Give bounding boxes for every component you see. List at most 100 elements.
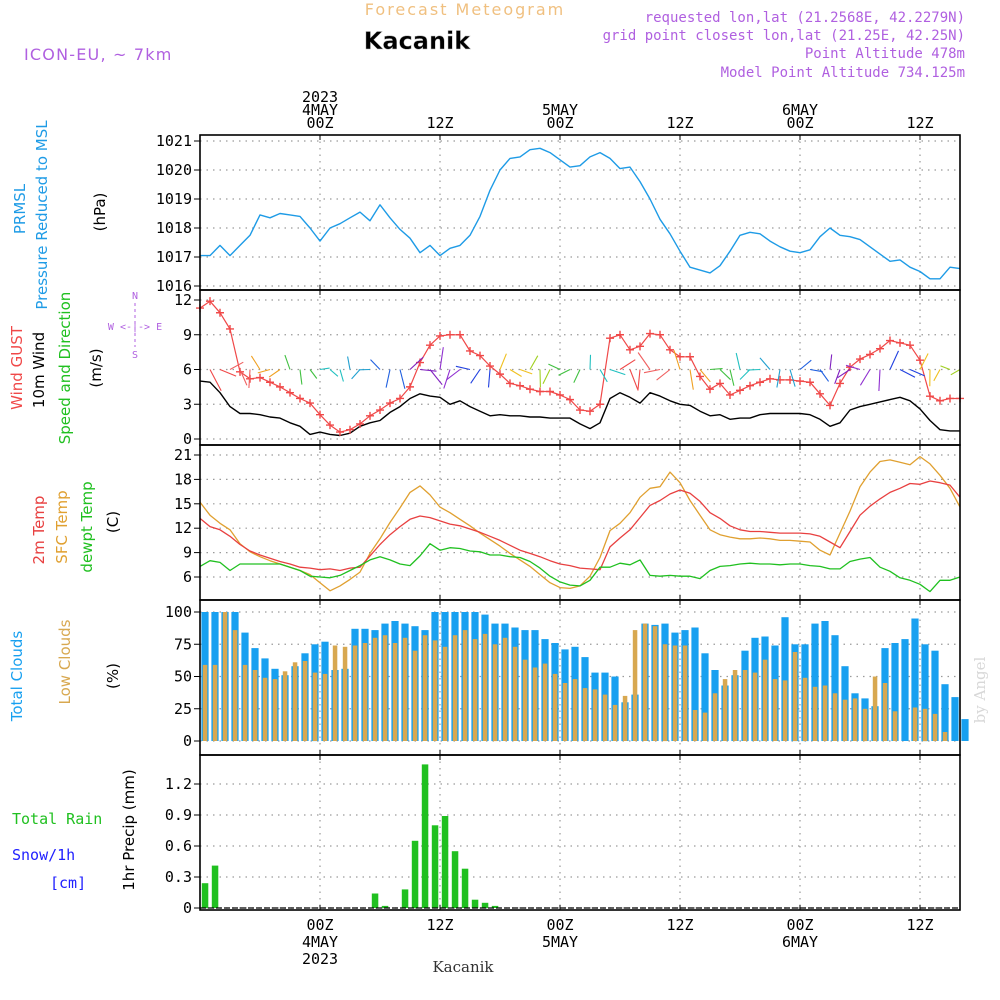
wind-direction-arrow [284, 354, 291, 370]
low-cloud-bar [302, 661, 308, 741]
wind-direction-arrow [439, 347, 444, 370]
rain-bar [371, 893, 379, 908]
low-cloud-bar [372, 637, 378, 741]
gust-marker [716, 379, 724, 388]
low-cloud-bar [812, 686, 818, 741]
temp-label-unit: (C) [104, 511, 122, 533]
gust-marker [746, 381, 754, 390]
gust-marker [926, 392, 934, 401]
gust-marker [836, 379, 844, 388]
pressure-ytick-label: 1019 [156, 190, 192, 208]
wind-direction-arrow [699, 369, 711, 383]
wind-direction-arrow [347, 356, 351, 370]
wind-direction-arrow [776, 369, 781, 388]
model-altitude: Model Point Altitude 734.125m [721, 65, 965, 81]
low-cloud-bar [432, 640, 438, 741]
low-cloud-bar [222, 612, 228, 741]
low-cloud-bar [822, 685, 828, 741]
low-cloud-bar [762, 659, 768, 741]
rain-bar [411, 840, 419, 908]
grid-lines [200, 135, 960, 910]
bottom-time-label: 00Z [786, 916, 813, 934]
pressure-label-unit: (hPa) [91, 193, 109, 232]
compass-s: S [132, 350, 138, 361]
precip-label-unit: 1hr Precip (mm) [120, 769, 138, 890]
low-cloud-bar [362, 643, 368, 741]
low-cloud-bar [492, 644, 498, 742]
gust-marker [386, 399, 394, 408]
pressure-panel-frame [199, 134, 961, 291]
bottom-time-label: 12Z [426, 916, 453, 934]
wind-direction-arrow [455, 365, 471, 371]
wind-direction-arrow [319, 367, 330, 371]
low-cloud-bar [692, 710, 698, 741]
temp-label-2m: 2m Temp [30, 496, 48, 565]
low-cloud-bar [292, 662, 298, 741]
wind-label-unit: (m/s) [87, 348, 105, 387]
gust-marker [896, 338, 904, 347]
wind-direction-arrow [919, 353, 929, 370]
low-cloud-bar [872, 676, 878, 741]
gust-marker [806, 378, 814, 387]
low-cloud-bar [912, 707, 918, 741]
credit-watermark: by Angel [971, 656, 989, 723]
wind-ytick-label: 3 [183, 395, 192, 413]
rain-bar [481, 902, 489, 908]
wind-direction-arrow [419, 368, 437, 372]
low-cloud-bar [742, 670, 748, 741]
clouds-ytick-label: 50 [174, 668, 192, 686]
gust-marker [916, 356, 924, 365]
gust-marker [946, 394, 954, 403]
low-cloud-bar [472, 639, 478, 741]
sfc-temp-line [199, 455, 961, 592]
rain-bar [431, 825, 439, 908]
precip-labels: Total Rain Snow/1h [cm] 1hr Precip (mm) [12, 769, 138, 892]
low-cloud-bar [602, 694, 608, 741]
wind-direction-arrow [940, 365, 951, 371]
bottom-time-label: 00Z [306, 916, 333, 934]
gust-marker [376, 406, 384, 415]
wind-direction-arrow [889, 350, 900, 370]
wind-direction-arrow [735, 352, 741, 370]
gust-marker [456, 330, 464, 339]
low-cloud-bar [672, 645, 678, 741]
low-cloud-bar [242, 664, 248, 741]
clouds-ytick-label: 25 [174, 700, 192, 718]
wind-direction-arrow [845, 364, 861, 371]
low-cloud-bar [632, 630, 638, 741]
wind-label-10m: 10m Wind [30, 332, 48, 408]
low-cloud-bar [852, 698, 858, 741]
top-time-label: 00Z [306, 114, 333, 132]
total-cloud-bar [911, 618, 919, 741]
wind-direction-arrow [446, 369, 461, 381]
wind-direction-arrow [573, 369, 581, 383]
pressure-line [200, 147, 961, 280]
gust-marker [506, 379, 514, 388]
wind-direction-arrow [834, 369, 841, 384]
total-cloud-bar [931, 650, 939, 741]
pressure-ytick-label: 1021 [156, 132, 192, 150]
low-cloud-bar [252, 670, 258, 741]
low-cloud-bar [532, 667, 538, 741]
footer-station: Kacanik [432, 958, 494, 976]
low-cloud-bar [722, 679, 728, 741]
gust-marker [536, 387, 544, 396]
total-cloud-bar [831, 635, 839, 741]
gust-marker [276, 382, 284, 391]
gust-marker [766, 374, 774, 383]
wind-direction-arrow [878, 369, 881, 392]
bottom-time-label: 2023 [302, 950, 338, 968]
gust-marker [266, 378, 274, 387]
gust-marker [446, 330, 454, 339]
precip-label-rain: Total Rain [12, 810, 102, 828]
gust-marker [566, 395, 574, 404]
wind-direction-arrow [689, 369, 694, 390]
wind-direction-arrow [789, 369, 796, 387]
total-cloud-bar [941, 684, 949, 741]
wind-direction-arrow [558, 369, 571, 376]
top-time-label: 12Z [666, 114, 693, 132]
pressure-label-prmsl: PRMSL [11, 183, 29, 234]
gust-marker [866, 350, 874, 359]
low-cloud-bar [382, 635, 388, 741]
gust-marker [206, 297, 214, 306]
